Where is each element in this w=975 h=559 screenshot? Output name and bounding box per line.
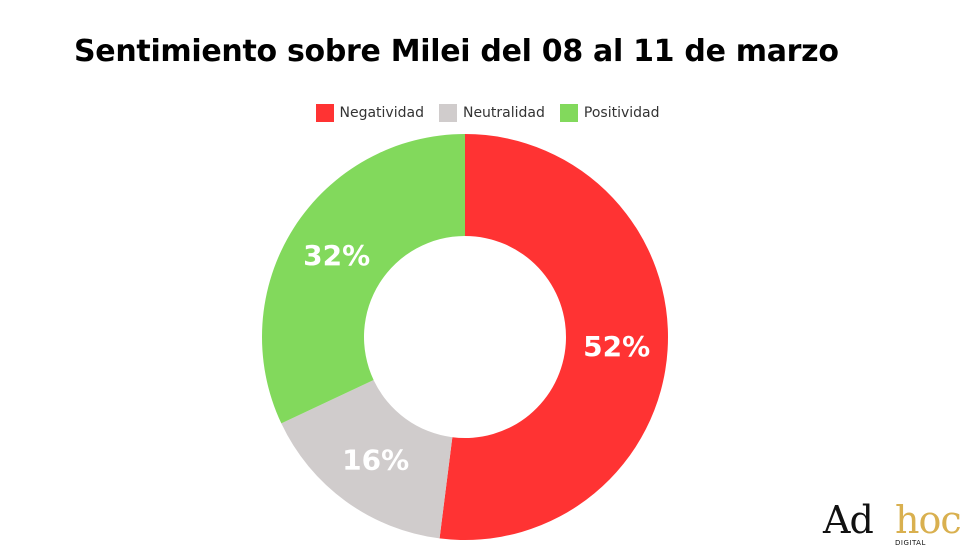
chart-title: Sentimiento sobre Milei del 08 al 11 de …	[74, 34, 839, 69]
legend-item-positividad: Positividad	[559, 104, 660, 122]
legend-label-positividad: Positividad	[583, 105, 660, 121]
donut-slice-positividad	[261, 134, 465, 424]
logo-word-hoc: hoc	[895, 498, 962, 542]
legend-swatch-negatividad	[315, 104, 334, 122]
legend-swatch-neutralidad	[438, 104, 457, 122]
logo-word-ad: Ad	[823, 498, 874, 542]
legend-label-neutralidad: Neutralidad	[462, 105, 545, 121]
slice-label-neutralidad: 16%	[342, 443, 409, 476]
legend-label-negatividad: Negatividad	[339, 105, 424, 121]
donut-slice-negatividad	[439, 134, 669, 541]
donut-slice-neutralidad	[281, 380, 453, 539]
logo-subtitle: DIGITAL	[895, 539, 926, 547]
chart-legend: Negatividad Neutralidad Positividad	[0, 104, 975, 122]
slice-label-negatividad: 52%	[583, 330, 650, 363]
slice-label-positividad: 32%	[303, 239, 370, 272]
adhoc-logo: Ad hoc DIGITAL	[823, 498, 968, 552]
legend-swatch-positividad	[559, 104, 578, 122]
legend-item-negatividad: Negatividad	[315, 104, 424, 122]
legend-item-neutralidad: Neutralidad	[438, 104, 545, 122]
